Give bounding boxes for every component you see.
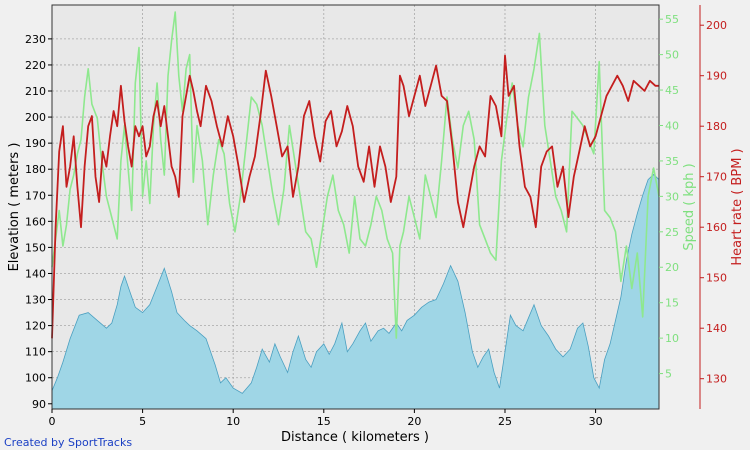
speed-tick-label-35: 35	[665, 155, 679, 168]
elevation-axis-title: Elevation ( meters )	[7, 143, 22, 272]
x-tick-label-25: 25	[498, 415, 512, 428]
series-elevation-outline	[51, 173, 660, 394]
elevation-tick-label-190: 190	[25, 137, 46, 150]
heart-rate-tick-label-160: 160	[706, 221, 727, 234]
elevation-tick-label-200: 200	[25, 111, 46, 124]
heart-rate-tick-label-200: 200	[706, 19, 727, 32]
x-tick-label-30: 30	[589, 415, 603, 428]
elevation-tick-label-130: 130	[25, 294, 46, 307]
series-elevation-area	[52, 174, 659, 409]
speed-tick-label-15: 15	[665, 297, 679, 310]
elevation-tick-label-140: 140	[25, 267, 46, 280]
heart-rate-tick-label-150: 150	[706, 272, 727, 285]
elevation-tick-label-120: 120	[25, 320, 46, 333]
x-axis-title: Distance ( kilometers )	[281, 430, 429, 445]
speed-tick-label-20: 20	[665, 261, 679, 274]
speed-tick-label-10: 10	[665, 332, 679, 345]
heart-rate-axis-title: Heart rate ( BPM )	[730, 148, 745, 265]
series-layer	[51, 11, 660, 409]
series-heart_rate-line	[51, 54, 659, 339]
elevation-tick-label-150: 150	[25, 241, 46, 254]
elevation-tick-label-210: 210	[25, 85, 46, 98]
x-tick-label-10: 10	[226, 415, 240, 428]
elevation-tick-label-180: 180	[25, 163, 46, 176]
x-tick-label-0: 0	[49, 415, 56, 428]
speed-tick-label-45: 45	[665, 84, 679, 97]
speed-tick-label-5: 5	[665, 368, 672, 381]
series-speed-line	[51, 11, 660, 339]
elevation-tick-label-220: 220	[25, 59, 46, 72]
axes-layer: 0 5 10 15 20 25 30 90 100 110 120 130 140 150 160 170 18…	[25, 5, 727, 428]
heart-rate-tick-label-190: 190	[706, 70, 727, 83]
elevation-tick-label-100: 100	[25, 372, 46, 385]
x-tick-label-20: 20	[407, 415, 421, 428]
heart-rate-tick-label-140: 140	[706, 322, 727, 335]
x-tick-label-5: 5	[139, 415, 146, 428]
elevation-tick-label-90: 90	[32, 398, 46, 411]
elevation-tick-label-170: 170	[25, 189, 46, 202]
plot-border	[51, 4, 660, 410]
x-tick-label-15: 15	[317, 415, 331, 428]
speed-tick-label-40: 40	[665, 119, 679, 132]
credit-text: Created by SportTracks	[4, 436, 132, 449]
speed-tick-label-55: 55	[665, 13, 679, 26]
speed-tick-label-25: 25	[665, 226, 679, 239]
speed-axis-title: Speed ( kph )	[682, 163, 697, 250]
elevation-tick-label-110: 110	[25, 346, 46, 359]
speed-tick-label-30: 30	[665, 190, 679, 203]
elevation-tick-label-230: 230	[25, 33, 46, 46]
heart-rate-tick-label-180: 180	[706, 120, 727, 133]
speed-tick-label-50: 50	[665, 49, 679, 62]
heart-rate-tick-label-170: 170	[706, 171, 727, 184]
elevation-tick-label-160: 160	[25, 215, 46, 228]
heart-rate-tick-label-130: 130	[706, 373, 727, 386]
